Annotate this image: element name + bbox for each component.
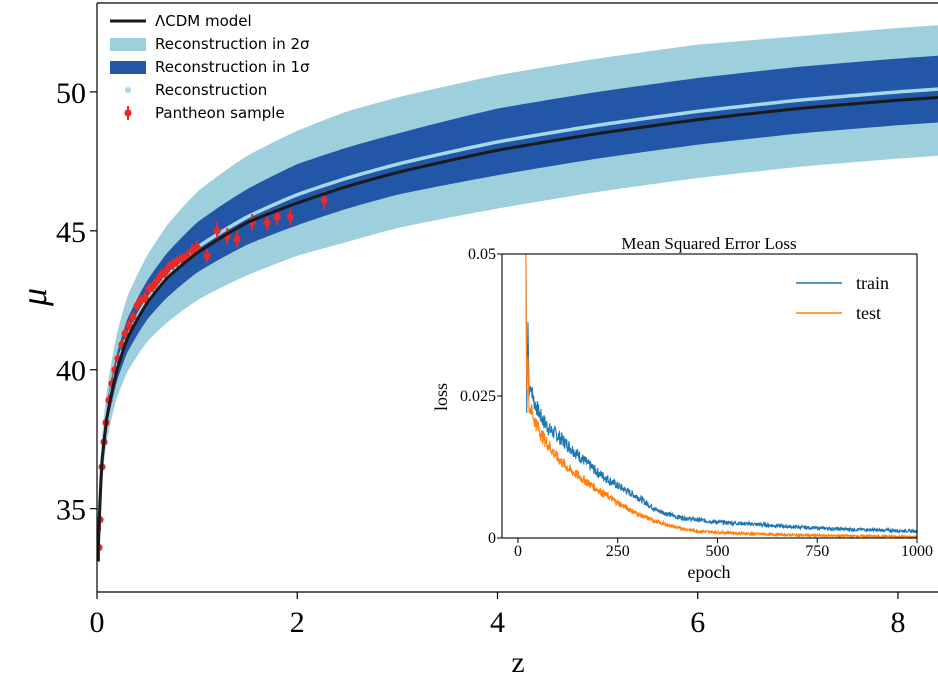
inset-background bbox=[502, 254, 922, 539]
inset-y-tick-label: 0.05 bbox=[468, 246, 496, 263]
y-tick-label: 45 bbox=[56, 216, 86, 249]
pantheon-point bbox=[133, 300, 141, 312]
inset-x-tick-label: 0 bbox=[514, 543, 522, 560]
pantheon-point bbox=[286, 208, 294, 226]
pantheon-point bbox=[125, 319, 133, 331]
inset-x-axis-label: epoch bbox=[688, 562, 731, 582]
band-1sigma bbox=[98, 55, 938, 565]
main-plot: 0 2 4 6 8 35 40 45 50 ΛCDM model Reconstruction i… bbox=[14, 2, 938, 677]
legend-label: Pantheon sample bbox=[155, 104, 285, 122]
inset-x-tick-label: 250 bbox=[606, 543, 630, 560]
legend-item-band_2sigma: Reconstruction in 2σ bbox=[110, 35, 310, 53]
legend-item-pantheon: Pantheon sample bbox=[124, 104, 285, 122]
y-tick-label: 35 bbox=[56, 494, 86, 527]
legend-label: ΛCDM model bbox=[155, 12, 252, 30]
pantheon-point bbox=[129, 311, 137, 323]
x-tick-label: 4 bbox=[490, 606, 505, 639]
x-tick-label: 0 bbox=[90, 606, 105, 639]
pantheon-point bbox=[141, 291, 149, 304]
legend-item-band_1sigma: Reconstruction in 1σ bbox=[110, 58, 310, 76]
inset-legend-label: test bbox=[856, 303, 881, 323]
pantheon-point bbox=[213, 221, 221, 241]
inset-y-axis-label: loss bbox=[431, 383, 451, 411]
legend-label: Reconstruction in 1σ bbox=[155, 58, 310, 76]
inset-plot-axes: 0 250 500 750 1000 0 0.025 0.05 bbox=[460, 246, 933, 560]
pantheon-point bbox=[121, 328, 129, 340]
inset-y-tick-label: 0 bbox=[488, 530, 496, 547]
inset-title: Mean Squared Error Loss bbox=[621, 234, 796, 253]
y-tick-label: 50 bbox=[56, 77, 86, 110]
x-tick-label: 6 bbox=[690, 606, 705, 639]
main-legend: ΛCDM model Reconstruction in 2σ Reconstruc… bbox=[110, 12, 310, 122]
pantheon-point bbox=[149, 280, 157, 292]
pantheon-point bbox=[161, 266, 169, 279]
main-plot-axes: 0 2 4 6 8 35 40 45 50 bbox=[56, 2, 938, 639]
inset-plot: 0 250 500 750 1000 0 0.025 0.05 train test Mean … bbox=[431, 234, 933, 582]
loss-line-train bbox=[525, 254, 917, 534]
legend-item-reconstruction: Reconstruction bbox=[125, 81, 267, 99]
inset-legend: train test bbox=[796, 273, 889, 323]
x-tick-label: 2 bbox=[290, 606, 305, 639]
x-tick-label: 8 bbox=[890, 606, 905, 639]
inset-legend-item-train: train bbox=[796, 273, 889, 293]
inset-x-tick-label: 750 bbox=[805, 543, 829, 560]
main-plot-data bbox=[97, 25, 938, 570]
y-tick-label: 40 bbox=[56, 355, 86, 388]
pantheon-point bbox=[153, 275, 161, 287]
loss-line-test bbox=[525, 254, 917, 539]
inset-legend-item-test: test bbox=[796, 303, 881, 323]
pantheon-point bbox=[233, 230, 241, 248]
pantheon-point bbox=[263, 214, 271, 231]
pantheon-point bbox=[203, 248, 211, 263]
legend-label: Reconstruction in 2σ bbox=[155, 35, 310, 53]
inset-x-tick-label: 500 bbox=[705, 543, 729, 560]
inset-y-tick-label: 0.025 bbox=[460, 388, 496, 405]
lcdm-line bbox=[97, 95, 938, 562]
y-axis-label: μ bbox=[14, 288, 54, 307]
inset-plot-data bbox=[525, 254, 917, 539]
inset-x-tick-label: 1000 bbox=[901, 543, 933, 560]
x-axis-label: z bbox=[511, 646, 524, 677]
legend-label: Reconstruction bbox=[155, 81, 267, 99]
inset-legend-label: train bbox=[856, 273, 889, 293]
legend-item-lcdm: ΛCDM model bbox=[110, 12, 252, 30]
